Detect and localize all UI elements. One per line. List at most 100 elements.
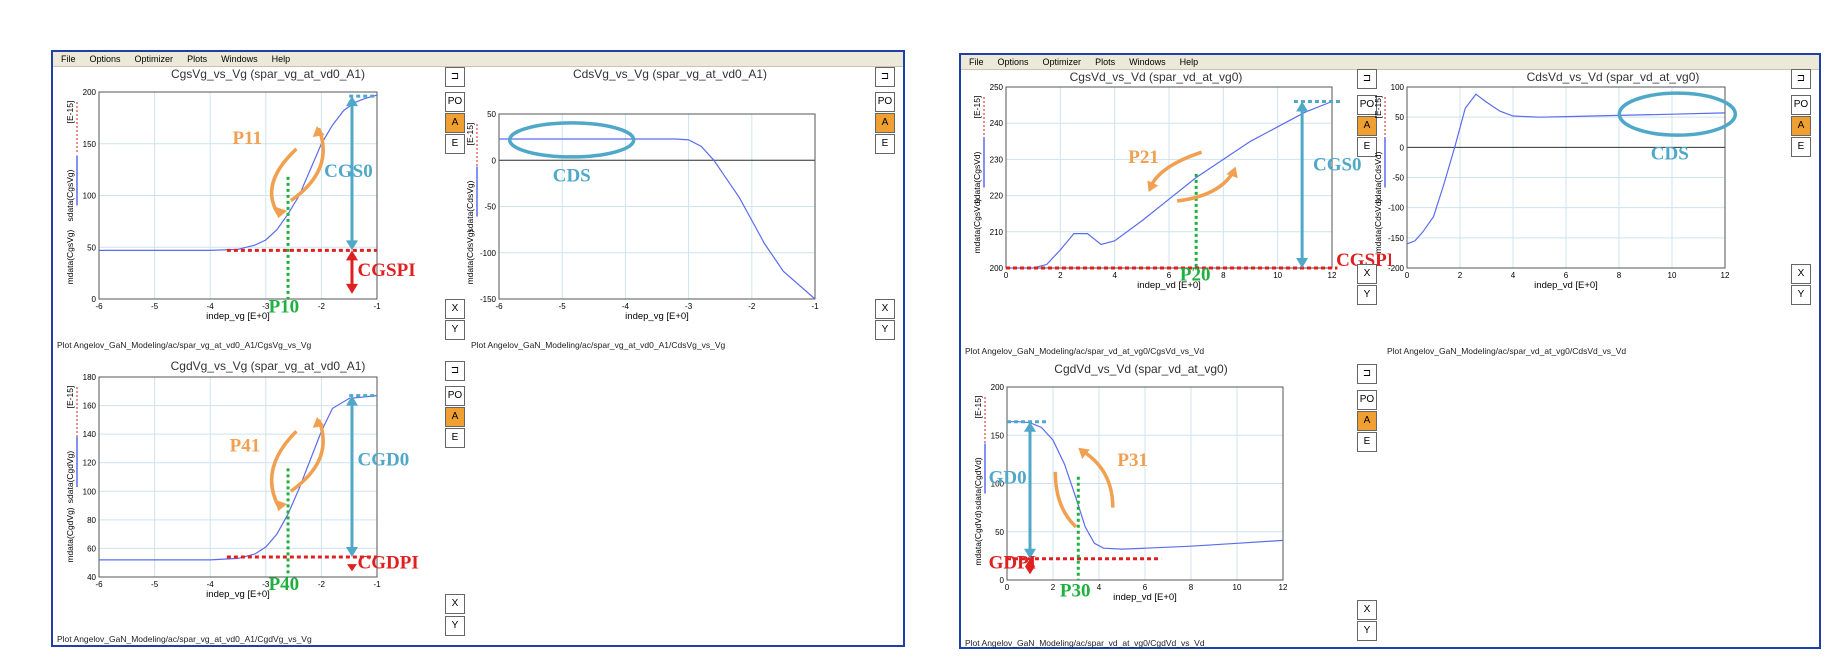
menu-options[interactable]: Options	[997, 57, 1029, 67]
menu-bar: File Options Optimizer Plots Windows Hel…	[961, 55, 1819, 70]
menu-file[interactable]: File	[969, 57, 984, 67]
cgd0-arrow-head	[1024, 421, 1036, 432]
x-tick-label: 0	[1004, 271, 1009, 280]
x-button[interactable]: X	[445, 299, 465, 319]
menu-optimizer[interactable]: Optimizer	[1042, 57, 1082, 67]
chart-footer: Plot Angelov_GaN_Modeling/ac/spar_vg_at_…	[471, 340, 726, 350]
y-axis-label-unit: [E-15]	[1373, 96, 1383, 119]
y-axis-label-sdata: sdata(CgdVg)	[65, 451, 75, 504]
menu-file[interactable]: File	[61, 54, 76, 64]
a-button[interactable]: A	[875, 113, 895, 133]
y-tick-label: 0	[92, 295, 97, 304]
x-button[interactable]: X	[445, 594, 465, 614]
zoom-icon[interactable]: ⊐	[1357, 69, 1377, 89]
x-button[interactable]: X	[1357, 600, 1377, 620]
a-button[interactable]: A	[445, 407, 465, 427]
y-axis-label: mdata(CgsVd)sdata(CgsVd) [E-15]	[972, 96, 982, 254]
zoom-icon[interactable]: ⊐	[1357, 364, 1377, 384]
y-tick-label: 140	[83, 430, 97, 439]
cgd0-arrow-head	[1024, 548, 1036, 559]
x-axis-label: indep_vg [E+0]	[625, 311, 689, 322]
e-button[interactable]: E	[445, 428, 465, 448]
y-axis-label-sdata: sdata(CdsVg)	[465, 180, 475, 232]
annotation-cgspi: CGSPI	[358, 260, 416, 281]
annotation-cgs0: CGS0	[1313, 154, 1362, 175]
y-button[interactable]: Y	[1357, 285, 1377, 305]
y-tick-label: 150	[83, 140, 97, 149]
annotation-cgs0: CGS0	[324, 161, 373, 182]
zoom-icon[interactable]: ⊐	[445, 361, 465, 381]
y-axis-label-mdata: mdata(CdsVg)	[465, 229, 475, 284]
chart-footer: Plot Angelov_GaN_Modeling/ac/spar_vg_at_…	[57, 340, 312, 350]
annotation-p40: P40	[269, 574, 300, 595]
y-tick-label: 50	[995, 528, 1004, 537]
po-button[interactable]: PO	[1357, 95, 1377, 115]
menu-help[interactable]: Help	[1179, 57, 1199, 67]
x-tick-label: 12	[1328, 271, 1337, 280]
menu-options[interactable]: Options	[89, 54, 121, 64]
x-button[interactable]: X	[1357, 264, 1377, 284]
y-tick-label: 0	[1400, 143, 1405, 152]
series-line	[1006, 100, 1333, 269]
annotation-p31: P31	[1117, 450, 1148, 471]
menu-plots[interactable]: Plots	[1095, 57, 1116, 67]
cgs0-arrow-head	[345, 240, 358, 251]
y-axis-label: mdata(CdsVg)sdata(CdsVg) [E-15]	[465, 123, 475, 285]
cgspi-arrow-head	[345, 250, 358, 261]
menu-windows[interactable]: Windows	[221, 54, 258, 64]
chart-footer: Plot Angelov_GaN_Modeling/ac/spar_vd_at_…	[1387, 346, 1627, 356]
annotation-p11: P11	[232, 128, 262, 149]
y-button[interactable]: Y	[1791, 285, 1811, 305]
a-button[interactable]: A	[1357, 411, 1377, 431]
y-tick-label: 100	[991, 480, 1005, 489]
menu-optimizer[interactable]: Optimizer	[134, 54, 174, 64]
grid	[98, 91, 378, 300]
y-button[interactable]: Y	[445, 616, 465, 636]
e-button[interactable]: E	[445, 134, 465, 154]
zoom-icon[interactable]: ⊐	[445, 67, 465, 87]
menu-windows[interactable]: Windows	[1129, 57, 1166, 67]
x-tick-label: -5	[151, 580, 159, 589]
chart-title: CdsVg_vs_Vg (spar_vg_at_vd0_A1)	[572, 67, 768, 81]
y-tick-label: 210	[990, 228, 1004, 237]
menu-help[interactable]: Help	[271, 54, 291, 64]
y-axis-label-sdata: sdata(CgsVd)	[972, 151, 982, 203]
po-button[interactable]: PO	[875, 92, 895, 112]
y-axis-label-mdata: mdata(CdsVd)	[1373, 198, 1383, 253]
a-button[interactable]: A	[1357, 116, 1377, 136]
e-button[interactable]: E	[1357, 137, 1377, 157]
x-tick-label: -4	[207, 580, 215, 589]
y-tick-label: 150	[991, 431, 1005, 440]
menu-plots[interactable]: Plots	[187, 54, 208, 64]
a-button[interactable]: A	[445, 113, 465, 133]
p11-arc-down	[269, 147, 298, 218]
x-button[interactable]: X	[875, 299, 895, 319]
po-button[interactable]: PO	[445, 386, 465, 406]
annotation-p10: P10	[269, 296, 300, 317]
x-tick-label: 6	[1564, 271, 1569, 280]
annotation-cgd0: CGD0	[358, 450, 410, 471]
chart-title: CgsVg_vs_Vg (spar_vg_at_vd0_A1)	[170, 67, 366, 81]
x-tick-label: -3	[262, 580, 270, 589]
x-axis-label: indep_vg [E+0]	[206, 311, 270, 322]
zoom-icon[interactable]: ⊐	[1791, 69, 1811, 89]
y-tick-label: 0	[1000, 576, 1005, 585]
x-tick-label: 6	[1143, 583, 1148, 592]
y-button[interactable]: Y	[1357, 621, 1377, 641]
x-tick-label: 2	[1051, 583, 1056, 592]
e-button[interactable]: E	[875, 134, 895, 154]
x-button[interactable]: X	[1791, 264, 1811, 284]
p41-arc-down	[269, 430, 298, 510]
e-button[interactable]: E	[1791, 137, 1811, 157]
y-button[interactable]: Y	[445, 320, 465, 340]
p41-arrow-head	[312, 417, 325, 428]
y-tick-label: -150	[480, 295, 497, 304]
a-button[interactable]: A	[1791, 116, 1811, 136]
e-button[interactable]: E	[1357, 432, 1377, 452]
po-button[interactable]: PO	[1791, 95, 1811, 115]
y-axis-label-unit: [E-15]	[65, 386, 75, 409]
po-button[interactable]: PO	[1357, 390, 1377, 410]
zoom-icon[interactable]: ⊐	[875, 67, 895, 87]
po-button[interactable]: PO	[445, 92, 465, 112]
y-button[interactable]: Y	[875, 320, 895, 340]
